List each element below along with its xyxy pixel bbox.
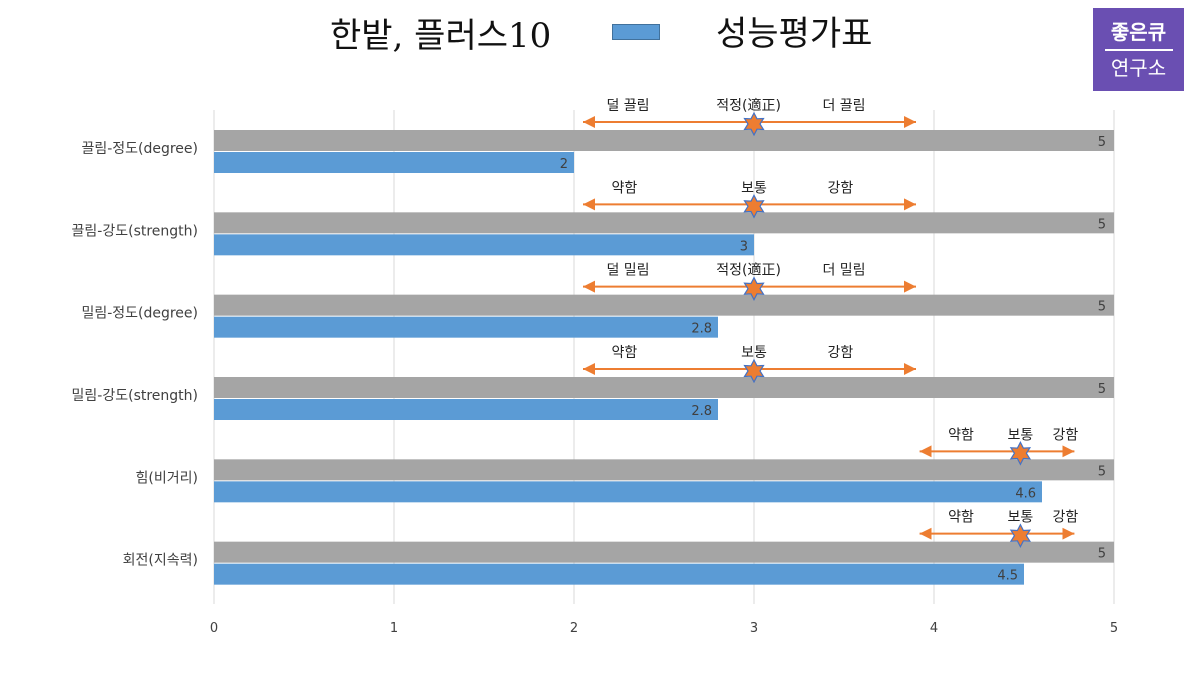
scale-label: 보통 xyxy=(741,345,767,361)
x-tick-label: 5 xyxy=(1110,621,1118,636)
reference-bar xyxy=(214,541,1114,563)
x-tick-label: 0 xyxy=(210,621,218,636)
scale-label: 강함 xyxy=(828,345,854,361)
value-bar-label: 2 xyxy=(560,157,568,172)
logo-line-2: 연구소 xyxy=(1110,55,1167,80)
reference-bar-label: 5 xyxy=(1098,464,1106,479)
reference-star-marker xyxy=(743,193,765,219)
category-label: 끌림-강도(strength) xyxy=(72,223,198,239)
x-tick-label: 3 xyxy=(750,621,758,636)
scale-label: 덜 밀림 xyxy=(606,263,649,279)
reference-bar-label: 5 xyxy=(1098,547,1106,562)
scale-label: 보통 xyxy=(1008,427,1034,443)
reference-bar xyxy=(214,377,1114,398)
reference-star-marker xyxy=(743,276,765,302)
reference-bar-label: 5 xyxy=(1098,217,1106,232)
logo-line-1: 좋은큐 xyxy=(1110,19,1167,44)
x-tick-label: 4 xyxy=(930,621,938,636)
brand-logo: 좋은큐 연구소 xyxy=(1093,8,1184,91)
scale-label: 강함 xyxy=(1053,510,1079,526)
category-label: 힘(비거리) xyxy=(136,470,198,486)
reference-star-marker xyxy=(1009,440,1032,466)
reference-bar xyxy=(214,130,1114,151)
value-bar xyxy=(214,563,1024,585)
scale-label: 약함 xyxy=(948,510,974,526)
value-bar xyxy=(214,234,754,256)
scale-label: 보통 xyxy=(741,180,767,196)
chart-header: 한밭, 플러스10 성능평가표 xyxy=(0,0,1200,80)
reference-bar xyxy=(214,294,1114,316)
value-bar-label: 4.6 xyxy=(1015,486,1036,501)
scale-label: 더 밀림 xyxy=(822,263,865,279)
chart-title: 한밭, 플러스10 xyxy=(330,16,552,56)
scale-label: 약함 xyxy=(612,180,638,196)
scale-label: 더 끌림 xyxy=(822,98,865,114)
value-bar-label: 2.8 xyxy=(691,322,712,337)
scale-label: 약함 xyxy=(948,427,974,443)
scale-label: 강함 xyxy=(828,180,854,196)
reference-star-marker xyxy=(1009,523,1032,549)
reference-star-marker xyxy=(743,358,765,384)
reference-star-marker xyxy=(743,111,765,137)
category-label: 밀림-강도(strength) xyxy=(72,388,198,404)
category-label: 회전(지속력) xyxy=(123,553,198,569)
legend-swatch xyxy=(612,24,660,40)
scale-label: 보통 xyxy=(1008,510,1034,526)
value-bar xyxy=(214,316,718,338)
reference-bar-label: 5 xyxy=(1098,382,1106,397)
reference-bar xyxy=(214,212,1114,234)
scale-label: 적정(適正) xyxy=(716,97,781,114)
reference-bar-label: 5 xyxy=(1098,135,1106,150)
x-tick-label: 2 xyxy=(570,621,578,636)
value-bar xyxy=(214,152,574,173)
value-bar xyxy=(214,399,718,420)
value-bar-label: 2.8 xyxy=(691,404,712,419)
value-bar-label: 4.5 xyxy=(997,569,1018,584)
category-label: 끌림-정도(degree) xyxy=(81,141,198,157)
scale-label: 약함 xyxy=(612,345,638,361)
x-tick-label: 1 xyxy=(390,621,398,636)
reference-bar xyxy=(214,459,1114,481)
category-label: 밀림-정도(degree) xyxy=(81,306,198,322)
reference-bar-label: 5 xyxy=(1098,300,1106,315)
scale-label: 덜 끌림 xyxy=(606,98,649,114)
legend-label: 성능평가표 xyxy=(716,14,873,54)
scale-label: 강함 xyxy=(1053,427,1079,443)
value-bar-label: 3 xyxy=(740,239,748,254)
logo-divider xyxy=(1104,48,1173,51)
value-bar xyxy=(214,481,1042,503)
scale-label: 적정(適正) xyxy=(716,262,781,279)
